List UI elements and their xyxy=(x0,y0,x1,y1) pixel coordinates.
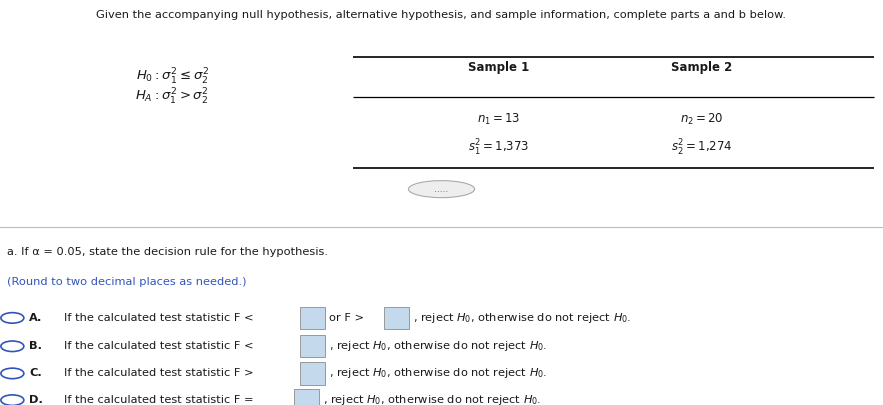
Text: , reject $H_0$, otherwise do not reject $H_0$.: , reject $H_0$, otherwise do not reject … xyxy=(413,311,631,325)
Text: or F >: or F > xyxy=(329,313,365,323)
Text: $H_0: \sigma_1^2 \leq \sigma_2^2$: $H_0: \sigma_1^2 \leq \sigma_2^2$ xyxy=(136,67,208,87)
Text: C.: C. xyxy=(29,369,42,378)
Text: If the calculated test statistic F <: If the calculated test statistic F < xyxy=(64,341,253,351)
Text: Sample 2: Sample 2 xyxy=(671,61,733,74)
FancyBboxPatch shape xyxy=(294,389,319,405)
Text: $s_1^2 = 1{,}373$: $s_1^2 = 1{,}373$ xyxy=(468,138,530,158)
Text: a. If α = 0.05, state the decision rule for the hypothesis.: a. If α = 0.05, state the decision rule … xyxy=(7,247,328,257)
Text: , reject $H_0$, otherwise do not reject $H_0$.: , reject $H_0$, otherwise do not reject … xyxy=(323,393,541,405)
FancyBboxPatch shape xyxy=(300,362,325,385)
Text: If the calculated test statistic F =: If the calculated test statistic F = xyxy=(64,395,253,405)
Text: Sample 1: Sample 1 xyxy=(468,61,530,74)
Text: Given the accompanying null hypothesis, alternative hypothesis, and sample infor: Given the accompanying null hypothesis, … xyxy=(96,10,787,20)
Ellipse shape xyxy=(408,181,475,198)
Text: D.: D. xyxy=(29,395,43,405)
Text: If the calculated test statistic F <: If the calculated test statistic F < xyxy=(64,313,253,323)
Text: , reject $H_0$, otherwise do not reject $H_0$.: , reject $H_0$, otherwise do not reject … xyxy=(329,339,547,353)
Text: , reject $H_0$, otherwise do not reject $H_0$.: , reject $H_0$, otherwise do not reject … xyxy=(329,367,547,380)
Text: $H_A: \sigma_1^2 > \sigma_2^2$: $H_A: \sigma_1^2 > \sigma_2^2$ xyxy=(135,87,209,107)
Text: $s_2^2 = 1{,}274$: $s_2^2 = 1{,}274$ xyxy=(671,138,733,158)
Text: B.: B. xyxy=(29,341,42,351)
Text: If the calculated test statistic F >: If the calculated test statistic F > xyxy=(64,369,253,378)
Text: $n_1 = 13$: $n_1 = 13$ xyxy=(477,112,521,127)
FancyBboxPatch shape xyxy=(384,307,409,329)
Text: (Round to two decimal places as needed.): (Round to two decimal places as needed.) xyxy=(7,277,246,288)
FancyBboxPatch shape xyxy=(300,307,325,329)
Text: A.: A. xyxy=(29,313,42,323)
FancyBboxPatch shape xyxy=(300,335,325,358)
Text: $n_2 = 20$: $n_2 = 20$ xyxy=(680,112,724,127)
Text: .....: ..... xyxy=(434,185,449,194)
